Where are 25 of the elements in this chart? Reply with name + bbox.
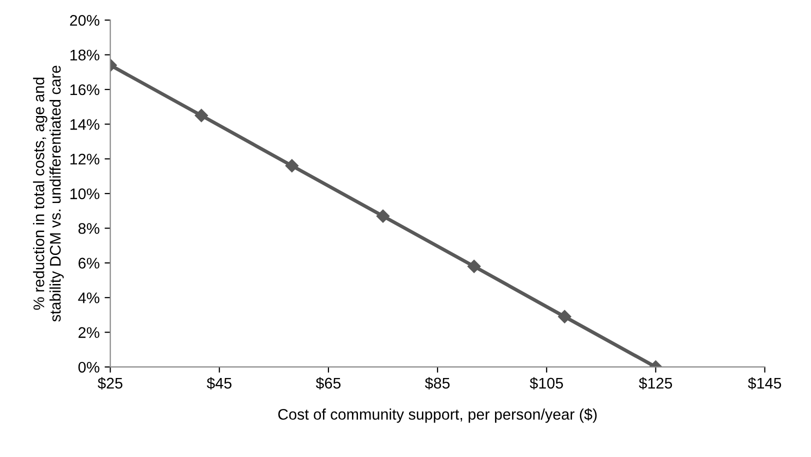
y-tick-label: 18% [70,50,100,60]
y-tick-label: 6% [78,258,100,269]
x-tick-label: $105 [530,377,563,390]
y-tick-label: 2% [78,327,100,338]
x-tick-label: $125 [638,377,672,390]
x-tick-label: $145 [748,377,782,390]
y-tick-label: 0% [78,362,100,373]
y-tick-label: 4% [78,292,100,304]
point [285,159,298,172]
point [467,260,481,273]
point [376,210,390,223]
y-tick-label: 14% [70,119,100,130]
y-tick-label: 8% [78,223,100,234]
x-tick-label: $25 [98,377,122,390]
point [194,108,208,122]
x-axis-title: Cost of community support, per person/year ($) [278,408,597,423]
x-tick-label: $45 [206,377,232,390]
y-axis-title: % reduction in total costs, age and stability DCM vs. undifferentiated care [33,66,64,322]
y-tick-label: 20% [70,14,100,26]
point [558,310,572,324]
y-tick-label: 16% [70,84,100,96]
x-tick-label: $65 [316,377,341,390]
y-tick-label: 10% [70,188,100,200]
x-tick-label: $85 [424,377,450,390]
y-tick-label: 12% [70,154,100,164]
